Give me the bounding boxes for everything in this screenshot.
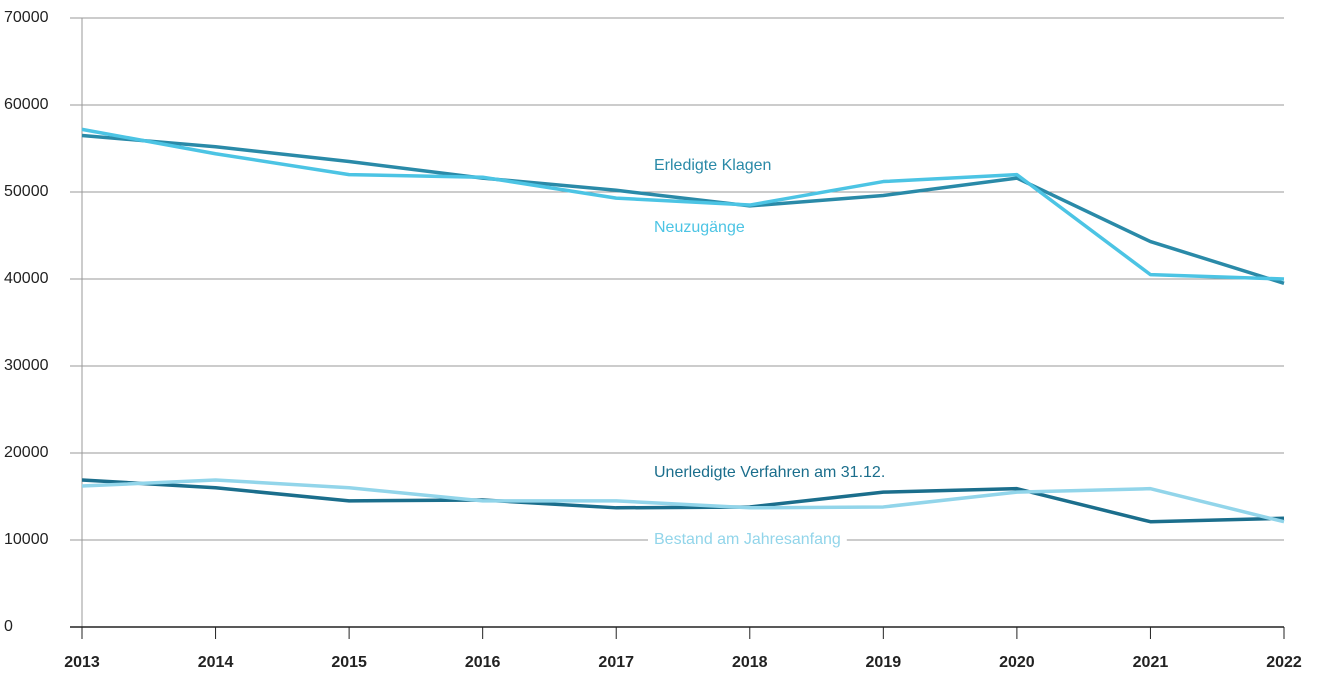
y-tick-label: 60000 xyxy=(4,96,49,113)
y-tick-label: 10000 xyxy=(4,531,49,548)
series-line xyxy=(81,133,1285,286)
y-tick-label: 0 xyxy=(4,618,13,635)
label-background xyxy=(648,531,847,549)
label-background xyxy=(648,464,892,482)
series-label: Bestand am Jahresanfang xyxy=(654,531,841,548)
y-tick-label: 20000 xyxy=(4,444,49,461)
label-background xyxy=(648,219,751,237)
x-tick-label: 2021 xyxy=(1133,654,1169,671)
x-tick-label: 2017 xyxy=(598,654,634,671)
series-label: Erledigte Klagen xyxy=(654,157,771,174)
y-tick-label: 50000 xyxy=(4,183,49,200)
x-tick-label: 2015 xyxy=(331,654,367,671)
x-tick-label: 2019 xyxy=(866,654,902,671)
x-tick-label: 2016 xyxy=(465,654,501,671)
label-background xyxy=(648,157,778,175)
series-line xyxy=(81,478,1285,524)
series-line xyxy=(81,478,1285,524)
series-label: Neuzugänge xyxy=(654,219,745,236)
series-label: Unerledigte Verfahren am 31.12. xyxy=(654,464,885,481)
x-tick-label: 2022 xyxy=(1266,654,1302,671)
series-line xyxy=(81,127,1285,281)
x-tick-label: 2014 xyxy=(198,654,234,671)
x-tick-label: 2020 xyxy=(999,654,1035,671)
y-tick-label: 30000 xyxy=(4,357,49,374)
x-tick-label: 2018 xyxy=(732,654,768,671)
y-tick-label: 70000 xyxy=(4,9,49,26)
x-tick-label: 2013 xyxy=(64,654,100,671)
y-tick-label: 40000 xyxy=(4,270,49,287)
